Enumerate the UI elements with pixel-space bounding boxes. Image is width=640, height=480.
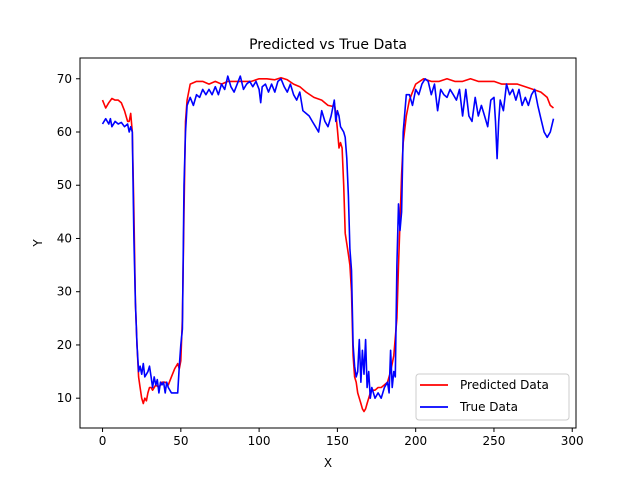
legend-label-predicted: Predicted Data [460, 378, 549, 392]
y-tick-label: 40 [57, 231, 72, 245]
y-tick-label: 60 [57, 125, 72, 139]
legend: Predicted Data True Data [415, 373, 570, 421]
y-tick-label: 20 [57, 338, 72, 352]
series-line-true [101, 75, 555, 400]
legend-label-true: True Data [459, 400, 518, 414]
plot-frame [79, 57, 577, 429]
x-axis: 0 50 100 150 200 250 300 [99, 428, 584, 448]
y-tick-label: 50 [57, 178, 72, 192]
x-tick-label: 300 [561, 434, 584, 448]
x-tick-label: 250 [483, 434, 506, 448]
x-axis-label: X [324, 456, 332, 470]
x-tick-label: 100 [248, 434, 271, 448]
legend-box [415, 373, 570, 421]
x-tick-label: 50 [173, 434, 188, 448]
chart-title: Predicted vs True Data [249, 37, 407, 53]
y-axis-label: Y [31, 239, 45, 248]
x-tick-label: 200 [404, 434, 427, 448]
plot-lines [101, 75, 555, 413]
y-tick-label: 30 [57, 285, 72, 299]
y-tick-label: 70 [57, 72, 72, 86]
x-tick-label: 150 [326, 434, 349, 448]
y-axis: 10 20 30 40 50 60 70 [57, 72, 80, 405]
y-tick-label: 10 [57, 391, 72, 405]
x-tick-label: 0 [99, 434, 107, 448]
